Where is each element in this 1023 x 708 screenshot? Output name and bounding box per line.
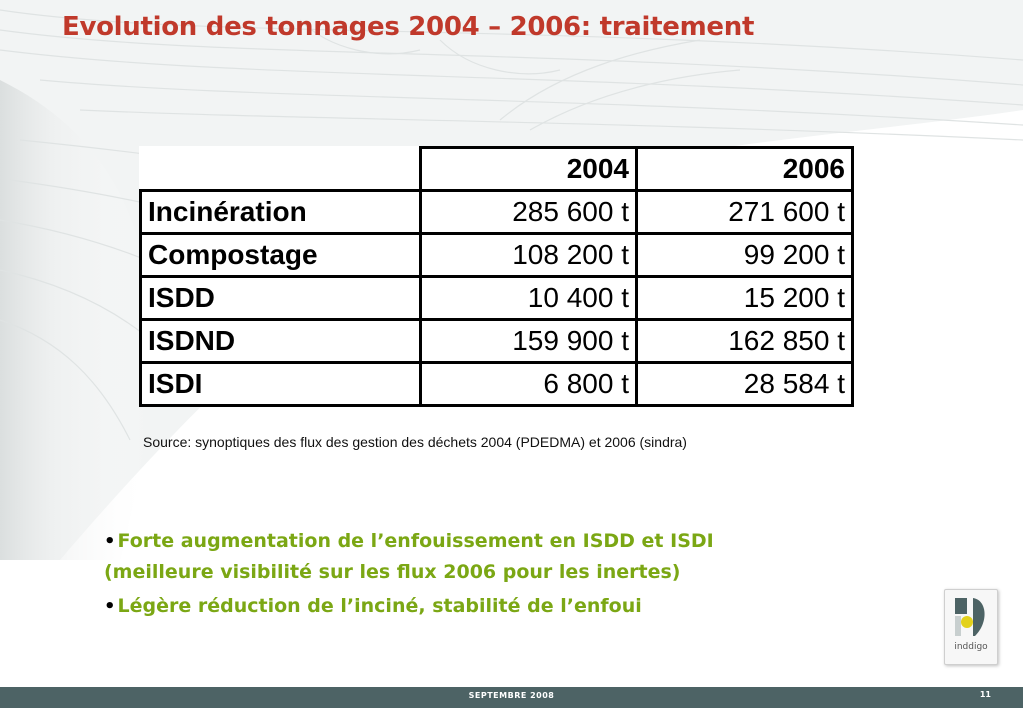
bullet-list: • Forte augmentation de l’enfouissement e… — [104, 526, 824, 626]
footer-date: SEPTEMBRE 2008 — [468, 691, 555, 700]
value-2004: 285 600 t — [419, 189, 638, 235]
table-row: Compostage 108 200 t 99 200 t — [139, 232, 854, 278]
bullet-text: Légère réduction de l’inciné, stabilité … — [117, 595, 642, 617]
table-row: Incinération 285 600 t 271 600 t — [139, 189, 854, 235]
row-label: Compostage — [139, 232, 422, 278]
value-2006: 28 584 t — [635, 361, 854, 407]
table-row: ISDD 10 400 t 15 200 t — [139, 275, 854, 321]
table-corner-cell — [140, 147, 422, 192]
bullet-text: Forte augmentation de l’enfouissement en… — [104, 530, 714, 583]
tonnage-table: 2004 2006 Incinération 285 600 t 271 600… — [139, 146, 854, 407]
column-header-2006: 2006 — [635, 146, 854, 192]
value-2004: 159 900 t — [419, 318, 638, 364]
table-row: ISDI 6 800 t 28 584 t — [139, 361, 854, 407]
value-2004: 108 200 t — [419, 232, 638, 278]
bullet-item: • Forte augmentation de l’enfouissement e… — [104, 526, 824, 587]
page-number: 11 — [979, 690, 991, 699]
row-label: ISDI — [139, 361, 422, 407]
row-label: Incinération — [139, 189, 422, 235]
logo-wordmark: inddigo — [954, 642, 988, 652]
source-note: Source: synoptiques des flux des gestion… — [143, 434, 687, 450]
value-2004: 10 400 t — [419, 275, 638, 321]
slide-title: Evolution des tonnages 2004 – 2006: trai… — [62, 12, 755, 42]
row-label: ISDD — [139, 275, 422, 321]
inddigo-logo-icon — [955, 598, 985, 636]
value-2006: 162 850 t — [635, 318, 854, 364]
value-2006: 15 200 t — [635, 275, 854, 321]
value-2006: 99 200 t — [635, 232, 854, 278]
row-label: ISDND — [139, 318, 422, 364]
table-row: ISDND 159 900 t 162 850 t — [139, 318, 854, 364]
footer-bar: SEPTEMBRE 2008 11 — [0, 687, 1023, 708]
bullet-item: • Légère réduction de l’inciné, stabilité… — [104, 591, 824, 622]
value-2004: 6 800 t — [419, 361, 638, 407]
value-2006: 271 600 t — [635, 189, 854, 235]
bullet-dot-icon: • — [104, 531, 116, 552]
table-header-row: 2004 2006 — [140, 146, 854, 192]
bullet-dot-icon: • — [104, 596, 116, 617]
inddigo-logo: inddigo — [944, 589, 998, 665]
column-header-2004: 2004 — [419, 146, 638, 192]
